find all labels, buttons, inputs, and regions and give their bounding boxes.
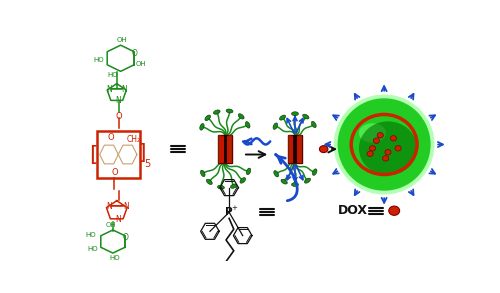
Text: OH: OH bbox=[106, 222, 117, 228]
Ellipse shape bbox=[367, 151, 374, 156]
Bar bbox=[294, 135, 296, 163]
Bar bbox=[218, 135, 232, 163]
Text: OH: OH bbox=[136, 62, 146, 67]
Text: OH: OH bbox=[117, 37, 128, 43]
Ellipse shape bbox=[206, 179, 212, 185]
Ellipse shape bbox=[292, 112, 298, 116]
Ellipse shape bbox=[214, 110, 220, 114]
Ellipse shape bbox=[304, 178, 310, 183]
Text: N: N bbox=[122, 85, 128, 94]
Text: O: O bbox=[111, 168, 117, 178]
Bar bbox=[288, 135, 302, 163]
Ellipse shape bbox=[385, 149, 391, 155]
Ellipse shape bbox=[370, 146, 376, 151]
Ellipse shape bbox=[280, 115, 285, 120]
Ellipse shape bbox=[246, 168, 250, 175]
Text: 5: 5 bbox=[144, 159, 150, 169]
Ellipse shape bbox=[390, 136, 396, 141]
Text: P: P bbox=[226, 207, 233, 217]
Ellipse shape bbox=[382, 156, 389, 161]
Ellipse shape bbox=[240, 178, 246, 183]
Ellipse shape bbox=[389, 206, 400, 215]
Ellipse shape bbox=[359, 121, 417, 175]
Text: O: O bbox=[132, 49, 138, 58]
Text: +: + bbox=[231, 205, 236, 212]
Ellipse shape bbox=[374, 138, 380, 143]
Bar bbox=[224, 135, 227, 163]
Text: O: O bbox=[107, 133, 114, 142]
Ellipse shape bbox=[246, 122, 250, 128]
Ellipse shape bbox=[238, 114, 244, 119]
Ellipse shape bbox=[377, 132, 384, 138]
Text: DOX: DOX bbox=[338, 204, 368, 217]
Text: N: N bbox=[106, 202, 112, 211]
Text: CH₂: CH₂ bbox=[126, 134, 141, 144]
Ellipse shape bbox=[205, 115, 210, 121]
Text: N: N bbox=[123, 202, 129, 211]
Ellipse shape bbox=[200, 170, 205, 177]
Text: ]: ] bbox=[138, 143, 146, 163]
Circle shape bbox=[334, 94, 434, 195]
Text: HO: HO bbox=[86, 232, 97, 239]
Text: N: N bbox=[106, 85, 112, 94]
Ellipse shape bbox=[226, 109, 233, 113]
Text: N: N bbox=[116, 215, 121, 224]
Ellipse shape bbox=[312, 169, 317, 175]
Bar bbox=[299, 135, 302, 163]
Ellipse shape bbox=[312, 121, 316, 128]
Ellipse shape bbox=[302, 114, 309, 119]
Ellipse shape bbox=[359, 123, 386, 143]
Circle shape bbox=[338, 98, 430, 191]
Text: N: N bbox=[116, 96, 121, 105]
Text: HO: HO bbox=[88, 246, 98, 252]
Text: HO: HO bbox=[109, 255, 120, 261]
Bar bbox=[218, 135, 222, 163]
Ellipse shape bbox=[273, 123, 278, 130]
Ellipse shape bbox=[281, 179, 287, 184]
Text: O: O bbox=[116, 112, 122, 120]
Bar bbox=[288, 135, 291, 163]
Ellipse shape bbox=[320, 146, 328, 153]
Bar bbox=[97, 131, 140, 178]
Ellipse shape bbox=[218, 185, 224, 189]
Ellipse shape bbox=[274, 171, 278, 177]
Ellipse shape bbox=[230, 184, 237, 188]
Text: HO: HO bbox=[94, 57, 104, 63]
Text: [: [ bbox=[89, 144, 98, 164]
Text: O: O bbox=[122, 233, 128, 242]
Text: HO: HO bbox=[108, 72, 118, 78]
Ellipse shape bbox=[292, 183, 298, 186]
Ellipse shape bbox=[200, 124, 204, 130]
Bar bbox=[229, 135, 232, 163]
Ellipse shape bbox=[395, 146, 401, 151]
